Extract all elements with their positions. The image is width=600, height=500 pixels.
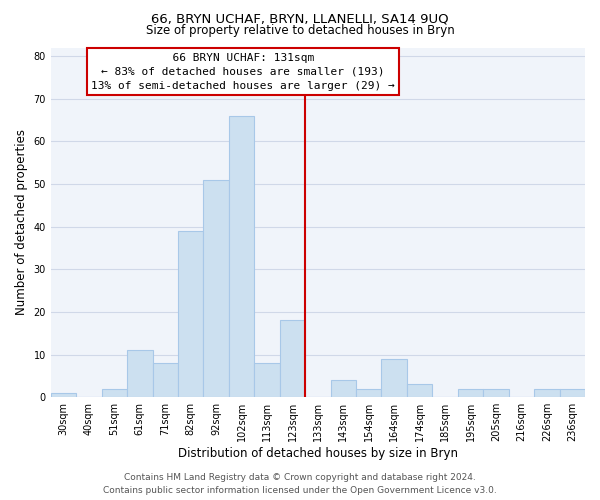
- X-axis label: Distribution of detached houses by size in Bryn: Distribution of detached houses by size …: [178, 447, 458, 460]
- Text: 66, BRYN UCHAF, BRYN, LLANELLI, SA14 9UQ: 66, BRYN UCHAF, BRYN, LLANELLI, SA14 9UQ: [151, 12, 449, 26]
- Bar: [458, 388, 483, 397]
- Bar: [356, 388, 382, 397]
- Bar: [382, 359, 407, 397]
- Bar: [178, 231, 203, 397]
- Bar: [127, 350, 152, 397]
- Bar: [152, 363, 178, 397]
- Bar: [203, 180, 229, 397]
- Bar: [51, 393, 76, 397]
- Y-axis label: Number of detached properties: Number of detached properties: [15, 130, 28, 316]
- Text: 66 BRYN UCHAF: 131sqm  
← 83% of detached houses are smaller (193)
13% of semi-d: 66 BRYN UCHAF: 131sqm ← 83% of detached …: [91, 52, 395, 90]
- Bar: [331, 380, 356, 397]
- Bar: [534, 388, 560, 397]
- Text: Size of property relative to detached houses in Bryn: Size of property relative to detached ho…: [146, 24, 454, 37]
- Bar: [280, 320, 305, 397]
- Bar: [483, 388, 509, 397]
- Bar: [407, 384, 433, 397]
- Bar: [254, 363, 280, 397]
- Bar: [229, 116, 254, 397]
- Text: Contains HM Land Registry data © Crown copyright and database right 2024.
Contai: Contains HM Land Registry data © Crown c…: [103, 474, 497, 495]
- Bar: [560, 388, 585, 397]
- Bar: [101, 388, 127, 397]
